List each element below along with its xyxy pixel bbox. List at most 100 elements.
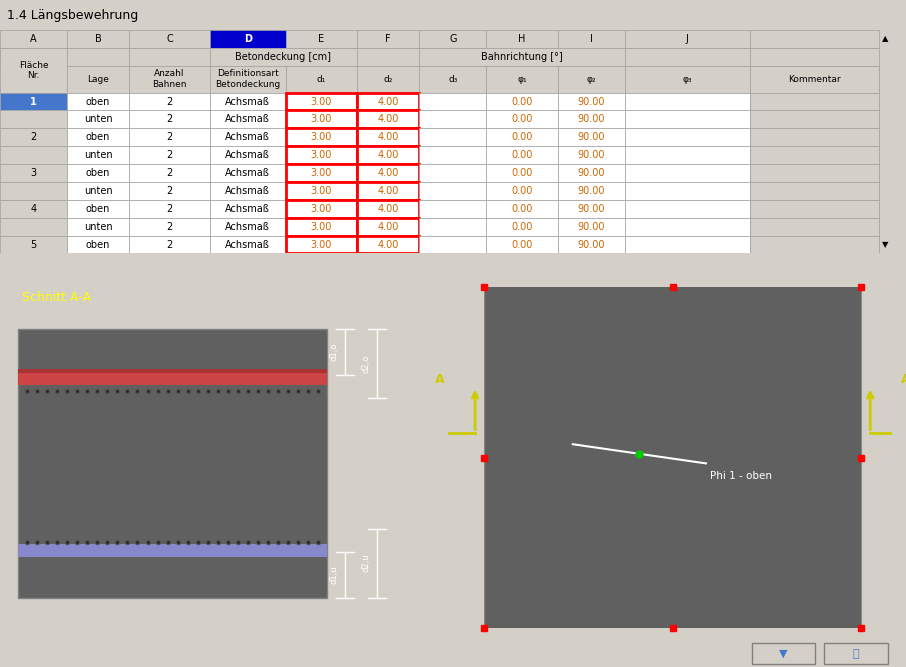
- Bar: [749, 217, 879, 235]
- Text: oben: oben: [86, 239, 111, 249]
- Text: 4.00: 4.00: [378, 186, 399, 196]
- Bar: [357, 217, 419, 235]
- Bar: [209, 30, 285, 48]
- Text: Betondeckung [cm]: Betondeckung [cm]: [236, 52, 332, 62]
- Text: 3.00: 3.00: [311, 239, 332, 249]
- Bar: [0, 111, 67, 128]
- Bar: [419, 66, 487, 93]
- Text: Achsmaß: Achsmaß: [226, 221, 270, 231]
- Bar: [209, 146, 285, 164]
- Text: 2: 2: [167, 115, 173, 124]
- Bar: [749, 48, 879, 66]
- Bar: [357, 93, 419, 111]
- Text: Bahnrichtung [°]: Bahnrichtung [°]: [481, 52, 563, 62]
- Text: G: G: [449, 34, 457, 44]
- Bar: [749, 93, 879, 111]
- Bar: [487, 146, 558, 164]
- Bar: [558, 66, 625, 93]
- Text: 90.00: 90.00: [577, 150, 605, 160]
- Bar: [487, 182, 558, 200]
- Text: 90.00: 90.00: [577, 132, 605, 142]
- Bar: [285, 200, 357, 217]
- Bar: [749, 235, 879, 253]
- Bar: [487, 200, 558, 217]
- Bar: [209, 200, 285, 217]
- Bar: [357, 200, 419, 217]
- Text: d1,u: d1,u: [330, 566, 339, 584]
- Text: 2: 2: [167, 97, 173, 107]
- Bar: [18, 370, 327, 385]
- Bar: [419, 111, 487, 128]
- Text: φ₃: φ₃: [682, 75, 692, 83]
- Text: 90.00: 90.00: [577, 115, 605, 124]
- Bar: [749, 217, 879, 235]
- Bar: [285, 235, 357, 253]
- Bar: [285, 217, 357, 235]
- Text: d₁: d₁: [316, 75, 326, 83]
- Text: 90.00: 90.00: [577, 239, 605, 249]
- Text: 4.00: 4.00: [378, 115, 399, 124]
- Bar: [419, 48, 624, 66]
- Bar: [558, 93, 625, 111]
- Text: A: A: [901, 373, 906, 386]
- Bar: [67, 146, 130, 164]
- Text: Achsmaß: Achsmaß: [226, 186, 270, 196]
- Bar: [285, 30, 357, 48]
- Bar: [749, 235, 879, 253]
- Text: d₃: d₃: [448, 75, 458, 83]
- Bar: [487, 235, 558, 253]
- Text: 2: 2: [30, 132, 36, 142]
- Bar: [0, 48, 67, 66]
- Text: 2: 2: [167, 204, 173, 213]
- Text: oben: oben: [86, 97, 111, 107]
- Bar: [487, 66, 558, 93]
- Bar: [0, 48, 67, 93]
- Bar: [285, 200, 357, 217]
- Bar: [357, 128, 419, 146]
- Bar: [285, 93, 357, 111]
- Text: 2: 2: [167, 239, 173, 249]
- Text: oben: oben: [86, 204, 111, 213]
- Text: I: I: [590, 34, 593, 44]
- Text: Achsmaß: Achsmaß: [226, 97, 270, 107]
- Text: 4.00: 4.00: [378, 168, 399, 178]
- Bar: [558, 146, 625, 164]
- Bar: [0, 128, 67, 146]
- Bar: [624, 217, 749, 235]
- Text: ⌕: ⌕: [853, 649, 860, 658]
- Bar: [624, 235, 749, 253]
- Bar: [67, 182, 130, 200]
- Bar: [749, 182, 879, 200]
- Bar: [130, 182, 209, 200]
- Text: 3.00: 3.00: [311, 221, 332, 231]
- Bar: [487, 93, 558, 111]
- Bar: [749, 111, 879, 128]
- Bar: [749, 164, 879, 182]
- Text: 90.00: 90.00: [577, 186, 605, 196]
- Text: d₂: d₂: [383, 75, 393, 83]
- Text: 0.00: 0.00: [511, 204, 533, 213]
- Bar: [357, 217, 419, 235]
- Text: E: E: [318, 34, 324, 44]
- Text: unten: unten: [84, 115, 112, 124]
- Text: Achsmaß: Achsmaß: [226, 204, 270, 213]
- Bar: [0, 164, 67, 182]
- Bar: [558, 164, 625, 182]
- Bar: [419, 146, 487, 164]
- Text: φ₁: φ₁: [517, 75, 527, 83]
- Bar: [130, 93, 209, 111]
- Text: 2: 2: [167, 168, 173, 178]
- Text: Anzahl
Bahnen: Anzahl Bahnen: [152, 69, 187, 89]
- Bar: [749, 146, 879, 164]
- Text: oben: oben: [86, 132, 111, 142]
- Bar: [209, 111, 285, 128]
- Bar: [0, 182, 67, 200]
- Bar: [419, 93, 487, 111]
- Bar: [487, 30, 558, 48]
- Bar: [18, 370, 327, 374]
- Bar: [357, 146, 419, 164]
- Bar: [419, 164, 487, 182]
- Text: 1: 1: [30, 97, 37, 107]
- Text: A: A: [30, 34, 37, 44]
- Bar: [67, 200, 130, 217]
